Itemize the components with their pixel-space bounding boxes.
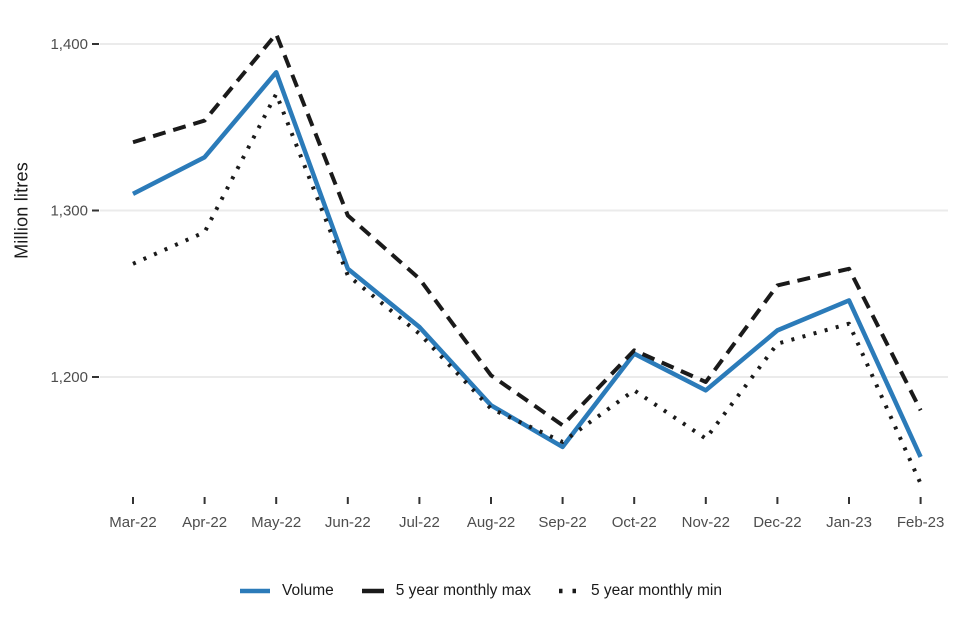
x-tick-label: Apr-22 xyxy=(182,514,227,531)
volume-line-swatch-icon xyxy=(240,588,271,594)
max-dash-swatch-icon xyxy=(361,588,384,594)
legend-label-volume: Volume xyxy=(282,582,334,599)
legend-label-min: 5 year monthly min xyxy=(591,582,722,599)
x-tick-label: Feb-23 xyxy=(897,514,945,531)
x-tick-label: Dec-22 xyxy=(753,514,801,531)
plot-area: 1,400 1,300 1,200 Mar-22 Apr-22 May-22 Jun-22 J… xyxy=(50,32,948,531)
x-tick-label: Oct-22 xyxy=(612,514,657,531)
min-dot-swatch-icon xyxy=(559,588,579,594)
x-tick-label: Mar-22 xyxy=(109,514,157,531)
y-tick-label: 1,200 xyxy=(50,369,88,386)
legend-item-max: 5 year monthly max xyxy=(360,582,531,600)
series-line-volume xyxy=(131,70,923,458)
legend-label-max: 5 year monthly max xyxy=(395,582,531,599)
x-tick-label: Aug-22 xyxy=(467,514,515,531)
legend-item-min: 5 year monthly min xyxy=(557,582,722,600)
x-tick-label: Sep-22 xyxy=(538,514,586,531)
y-tick-label: 1,400 xyxy=(50,36,88,53)
x-tick-label: Jun-22 xyxy=(325,514,371,531)
x-tick-label: Jul-22 xyxy=(399,514,440,531)
legend: Volume 5 year monthly max 5 year monthly… xyxy=(0,582,960,600)
series-line-5-year-monthly-max xyxy=(132,32,923,428)
series-line-5-year-monthly-min xyxy=(132,91,923,485)
y-tick-label: 1,300 xyxy=(50,203,88,220)
x-tick-label: May-22 xyxy=(251,514,301,531)
x-tick-label: Jan-23 xyxy=(826,514,872,531)
x-tick-label: Nov-22 xyxy=(682,514,730,531)
legend-item-volume: Volume xyxy=(238,582,334,600)
